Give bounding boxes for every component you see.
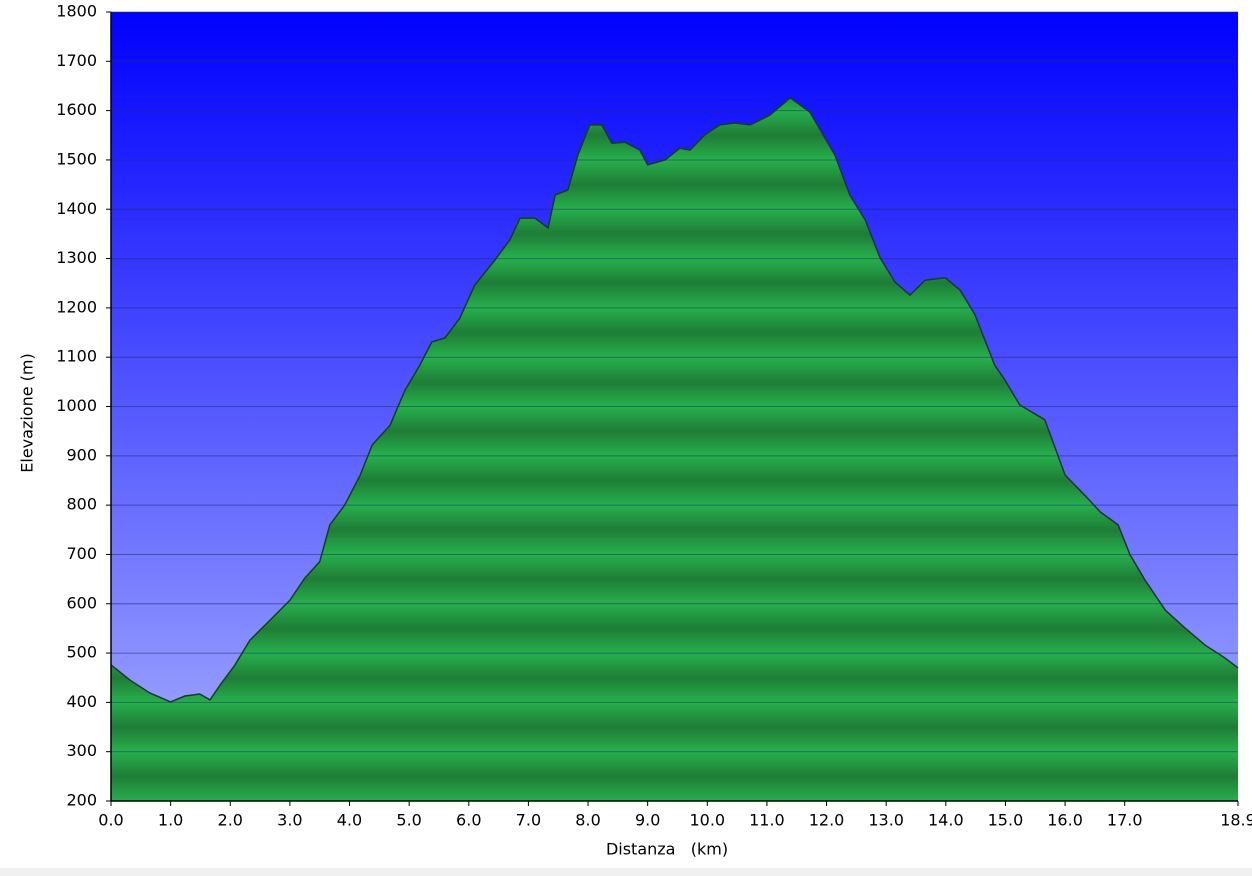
y-tick-label: 700 — [66, 544, 97, 563]
x-tick-label: 2.0 — [218, 811, 243, 830]
x-tick-label: 14.0 — [928, 811, 964, 830]
x-tick-label: 13.0 — [868, 811, 904, 830]
x-tick-label: 17.0 — [1107, 811, 1143, 830]
x-tick-label: 6.0 — [456, 811, 481, 830]
x-tick-label: 3.0 — [277, 811, 302, 830]
y-tick-label: 600 — [66, 593, 97, 612]
y-tick-label: 1100 — [56, 347, 97, 366]
y-tick-label: 400 — [66, 692, 97, 711]
x-tick-label: 0.0 — [98, 811, 123, 830]
y-tick-label: 1300 — [56, 248, 97, 267]
y-tick-label: 1500 — [56, 149, 97, 168]
y-tick-label: 800 — [66, 495, 97, 514]
y-tick-label: 1200 — [56, 297, 97, 316]
x-tick-label: 7.0 — [516, 811, 541, 830]
x-tick-label: 10.0 — [689, 811, 725, 830]
x-tick-label: 4.0 — [337, 811, 362, 830]
x-tick-label: 12.0 — [809, 811, 845, 830]
y-tick-label: 900 — [66, 445, 97, 464]
x-tick-label: 15.0 — [988, 811, 1024, 830]
y-axis-label: Elevazione (m) — [18, 353, 37, 472]
y-tick-label: 1800 — [56, 2, 97, 21]
x-tick-label: 11.0 — [749, 811, 785, 830]
y-tick-label: 300 — [66, 741, 97, 760]
y-tick-label: 1400 — [56, 199, 97, 218]
y-tick-label: 1700 — [56, 51, 97, 70]
y-tick-label: 500 — [66, 643, 97, 662]
elevation-area — [111, 97, 1238, 802]
x-tick-label: 16.0 — [1047, 811, 1083, 830]
x-tick-label: 1.0 — [158, 811, 183, 830]
x-tick-label: 5.0 — [396, 811, 421, 830]
x-axis-label: Distanza (km) — [606, 840, 728, 859]
elevation-line — [110, 96, 1239, 703]
y-tick-label: 1600 — [56, 100, 97, 119]
x-tick-label: 8.0 — [575, 811, 600, 830]
y-tick-label: 1000 — [56, 396, 97, 415]
x-tick-label: 18.9 — [1220, 811, 1252, 830]
x-tick-label: 9.0 — [635, 811, 660, 830]
y-tick-label: 200 — [66, 791, 97, 810]
